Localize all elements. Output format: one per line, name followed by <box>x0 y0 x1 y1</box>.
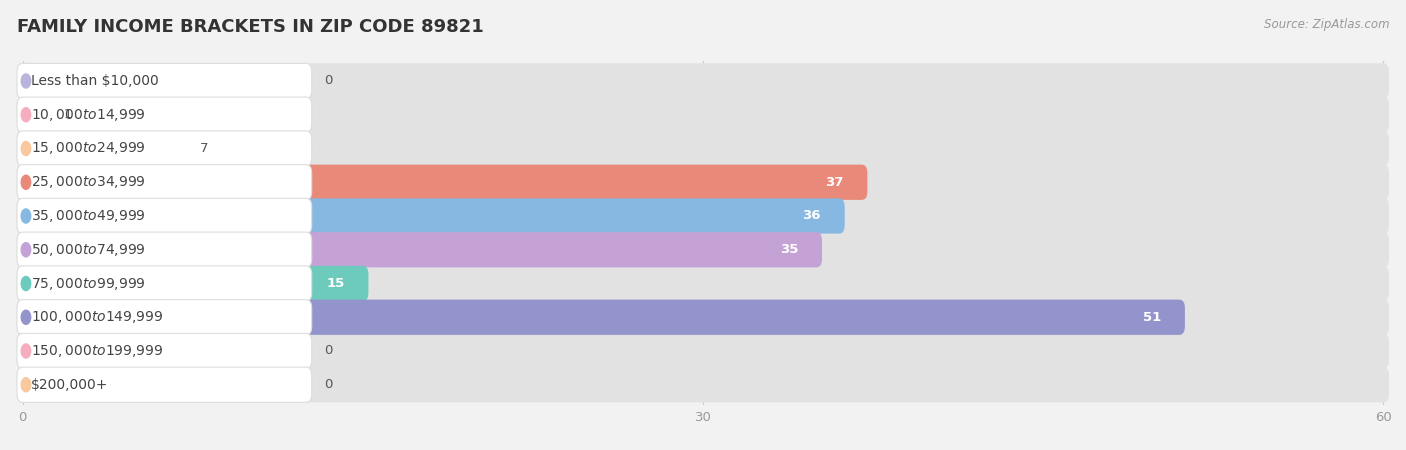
Circle shape <box>21 74 31 88</box>
Text: $50,000 to $74,999: $50,000 to $74,999 <box>31 242 146 258</box>
Text: 1: 1 <box>63 108 72 121</box>
FancyBboxPatch shape <box>17 131 312 166</box>
Text: 51: 51 <box>1143 311 1161 324</box>
FancyBboxPatch shape <box>17 97 51 132</box>
FancyBboxPatch shape <box>17 300 1389 335</box>
Circle shape <box>21 141 31 156</box>
Circle shape <box>21 243 31 257</box>
Circle shape <box>21 209 31 223</box>
Bar <box>22 132 1384 165</box>
FancyBboxPatch shape <box>17 131 1389 166</box>
Circle shape <box>21 108 31 122</box>
Bar <box>22 200 1384 232</box>
Bar <box>22 234 1384 266</box>
FancyBboxPatch shape <box>17 232 1389 267</box>
Text: Less than $10,000: Less than $10,000 <box>31 74 159 88</box>
Text: $150,000 to $199,999: $150,000 to $199,999 <box>31 343 163 359</box>
FancyBboxPatch shape <box>17 198 845 234</box>
Text: 35: 35 <box>780 243 799 256</box>
Bar <box>22 267 1384 300</box>
Bar <box>22 369 1384 401</box>
Text: FAMILY INCOME BRACKETS IN ZIP CODE 89821: FAMILY INCOME BRACKETS IN ZIP CODE 89821 <box>17 18 484 36</box>
Bar <box>22 65 1384 97</box>
FancyBboxPatch shape <box>17 165 1389 200</box>
Text: $15,000 to $24,999: $15,000 to $24,999 <box>31 140 146 157</box>
Circle shape <box>21 344 31 358</box>
FancyBboxPatch shape <box>17 131 187 166</box>
Text: $25,000 to $34,999: $25,000 to $34,999 <box>31 174 146 190</box>
Circle shape <box>21 378 31 392</box>
Circle shape <box>21 175 31 189</box>
FancyBboxPatch shape <box>17 165 312 200</box>
FancyBboxPatch shape <box>17 165 868 200</box>
FancyBboxPatch shape <box>17 333 1389 369</box>
Bar <box>22 335 1384 367</box>
FancyBboxPatch shape <box>17 266 312 301</box>
Bar <box>22 99 1384 131</box>
Text: $35,000 to $49,999: $35,000 to $49,999 <box>31 208 146 224</box>
FancyBboxPatch shape <box>17 333 312 369</box>
Text: Source: ZipAtlas.com: Source: ZipAtlas.com <box>1264 18 1389 31</box>
FancyBboxPatch shape <box>17 97 312 132</box>
FancyBboxPatch shape <box>17 198 1389 234</box>
FancyBboxPatch shape <box>17 367 312 402</box>
Text: 7: 7 <box>200 142 208 155</box>
Bar <box>22 166 1384 198</box>
Circle shape <box>21 310 31 324</box>
FancyBboxPatch shape <box>17 63 1389 99</box>
FancyBboxPatch shape <box>17 367 1389 402</box>
FancyBboxPatch shape <box>17 266 1389 301</box>
FancyBboxPatch shape <box>17 300 1185 335</box>
FancyBboxPatch shape <box>17 232 312 267</box>
FancyBboxPatch shape <box>17 63 312 99</box>
Text: 36: 36 <box>803 210 821 222</box>
Bar <box>22 301 1384 333</box>
Text: $100,000 to $149,999: $100,000 to $149,999 <box>31 309 163 325</box>
FancyBboxPatch shape <box>17 198 312 234</box>
Circle shape <box>21 276 31 291</box>
Text: $200,000+: $200,000+ <box>31 378 108 392</box>
Text: 0: 0 <box>325 75 333 87</box>
Text: $10,000 to $14,999: $10,000 to $14,999 <box>31 107 146 123</box>
Text: 15: 15 <box>326 277 344 290</box>
Text: 0: 0 <box>325 378 333 391</box>
FancyBboxPatch shape <box>17 232 823 267</box>
FancyBboxPatch shape <box>17 300 312 335</box>
Text: 37: 37 <box>825 176 844 189</box>
Text: 0: 0 <box>325 345 333 357</box>
FancyBboxPatch shape <box>17 266 368 301</box>
Text: $75,000 to $99,999: $75,000 to $99,999 <box>31 275 146 292</box>
FancyBboxPatch shape <box>17 97 1389 132</box>
